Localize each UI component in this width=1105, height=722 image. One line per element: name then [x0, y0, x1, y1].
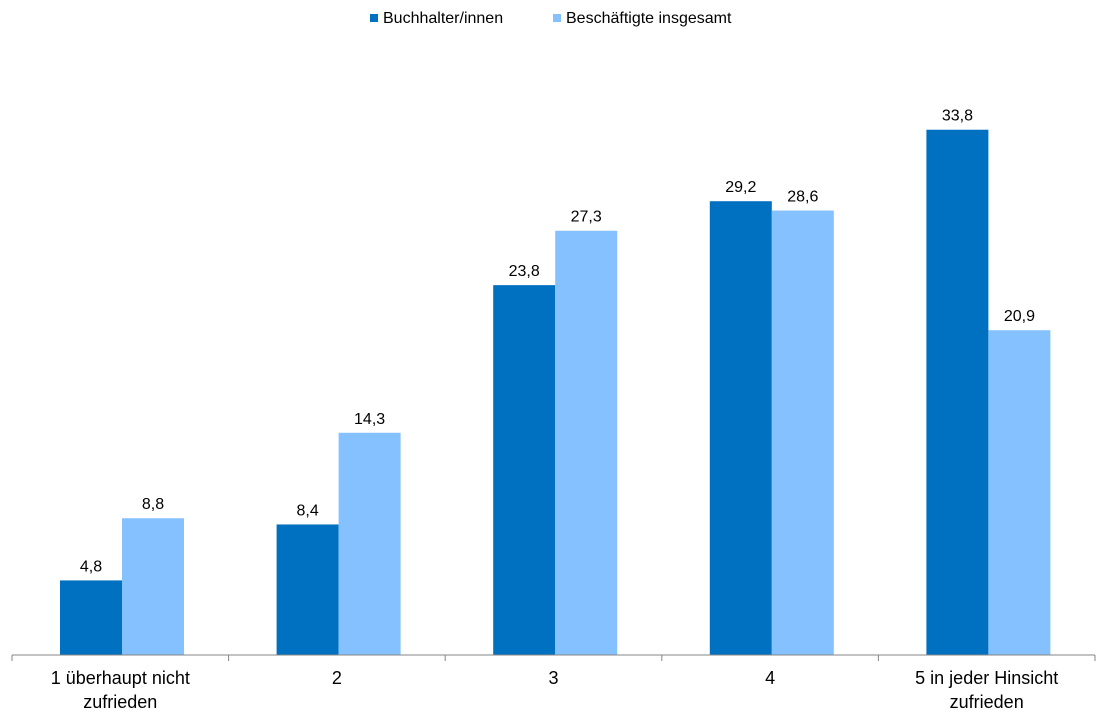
legend-swatch-1: [370, 14, 378, 22]
bar-series2-cat1: [122, 518, 184, 655]
value-label-series2-cat1: 8,8: [142, 496, 164, 513]
value-label-series2-cat4: 28,6: [787, 189, 818, 206]
legend-swatch-2: [553, 14, 561, 22]
legend: Buchhalter/innen Beschäftigte insgesamt: [370, 10, 732, 27]
bar-series1-cat3: [493, 285, 556, 655]
bar-series1-cat1: [60, 580, 122, 655]
category-label-2: 2: [332, 668, 342, 688]
legend-label-1: Buchhalter/innen: [383, 10, 503, 27]
value-label-series1-cat5: 33,8: [942, 108, 973, 125]
value-label-series1-cat2: 8,4: [296, 502, 318, 519]
bar-series1-cat2: [276, 524, 339, 655]
value-label-series1-cat4: 29,2: [725, 179, 756, 196]
value-label-series1-cat3: 23,8: [509, 263, 540, 280]
x-axis: [11, 654, 1096, 661]
bar-series2-cat4: [771, 210, 834, 656]
value-label-series2-cat5: 20,9: [1004, 308, 1035, 325]
category-labels: 1 überhaupt nicht zufrieden 2 3 4 5 in jeder …: [51, 668, 1058, 712]
category-label-3: 3: [548, 668, 558, 688]
bar-series2-cat5: [988, 330, 1051, 655]
bar-series1-cat4: [709, 201, 772, 655]
value-label-series2-cat2: 14,3: [354, 411, 385, 428]
bar-series2-cat3: [555, 230, 618, 656]
legend-label-2: Beschäftigte insgesamt: [566, 10, 732, 27]
value-labels: 4,8 8,8 8,4 14,3 23,8 27,3 29,2 28,6 33,8 20,9: [80, 108, 1035, 576]
category-label-5: 5 in jeder Hinsicht zufrieden: [915, 668, 1058, 712]
category-label-4: 4: [765, 668, 775, 688]
value-label-series1-cat1: 4,8: [80, 558, 102, 575]
bar-series1-cat5: [926, 129, 989, 655]
bar-series2-cat2: [338, 432, 401, 655]
bars: [60, 129, 1051, 656]
value-label-series2-cat3: 27,3: [571, 209, 602, 226]
category-label-1: 1 überhaupt nicht zufrieden: [51, 668, 190, 712]
